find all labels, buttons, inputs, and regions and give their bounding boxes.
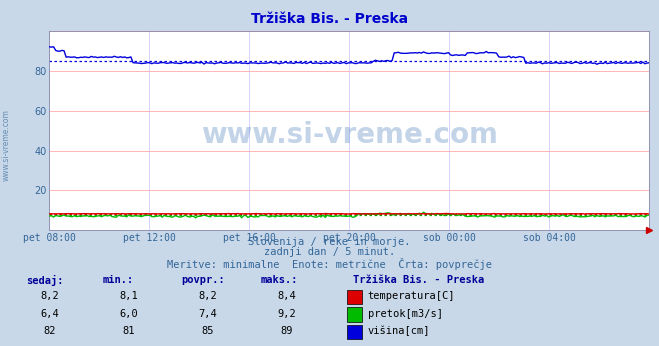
Text: www.si-vreme.com: www.si-vreme.com: [2, 109, 11, 181]
Text: temperatura[C]: temperatura[C]: [368, 291, 455, 301]
Text: 8,4: 8,4: [277, 291, 296, 301]
Text: min.:: min.:: [102, 275, 133, 285]
Text: 8,1: 8,1: [119, 291, 138, 301]
Text: 82: 82: [43, 326, 55, 336]
Text: pretok[m3/s]: pretok[m3/s]: [368, 309, 443, 319]
Text: Tržiška Bis. - Preska: Tržiška Bis. - Preska: [251, 12, 408, 26]
Text: 6,0: 6,0: [119, 309, 138, 319]
Text: sedaj:: sedaj:: [26, 275, 64, 286]
Text: povpr.:: povpr.:: [181, 275, 225, 285]
Text: Meritve: minimalne  Enote: metrične  Črta: povprečje: Meritve: minimalne Enote: metrične Črta:…: [167, 258, 492, 270]
Text: Slovenija / reke in morje.: Slovenija / reke in morje.: [248, 237, 411, 247]
Text: zadnji dan / 5 minut.: zadnji dan / 5 minut.: [264, 247, 395, 257]
Text: 8,2: 8,2: [198, 291, 217, 301]
Text: 9,2: 9,2: [277, 309, 296, 319]
Text: višina[cm]: višina[cm]: [368, 326, 430, 336]
Text: 7,4: 7,4: [198, 309, 217, 319]
Text: 85: 85: [202, 326, 214, 336]
Text: www.si-vreme.com: www.si-vreme.com: [201, 121, 498, 148]
Text: 8,2: 8,2: [40, 291, 59, 301]
Text: Tržiška Bis. - Preska: Tržiška Bis. - Preska: [353, 275, 484, 285]
Text: 89: 89: [281, 326, 293, 336]
Text: 6,4: 6,4: [40, 309, 59, 319]
Text: maks.:: maks.:: [260, 275, 298, 285]
Text: 81: 81: [123, 326, 134, 336]
